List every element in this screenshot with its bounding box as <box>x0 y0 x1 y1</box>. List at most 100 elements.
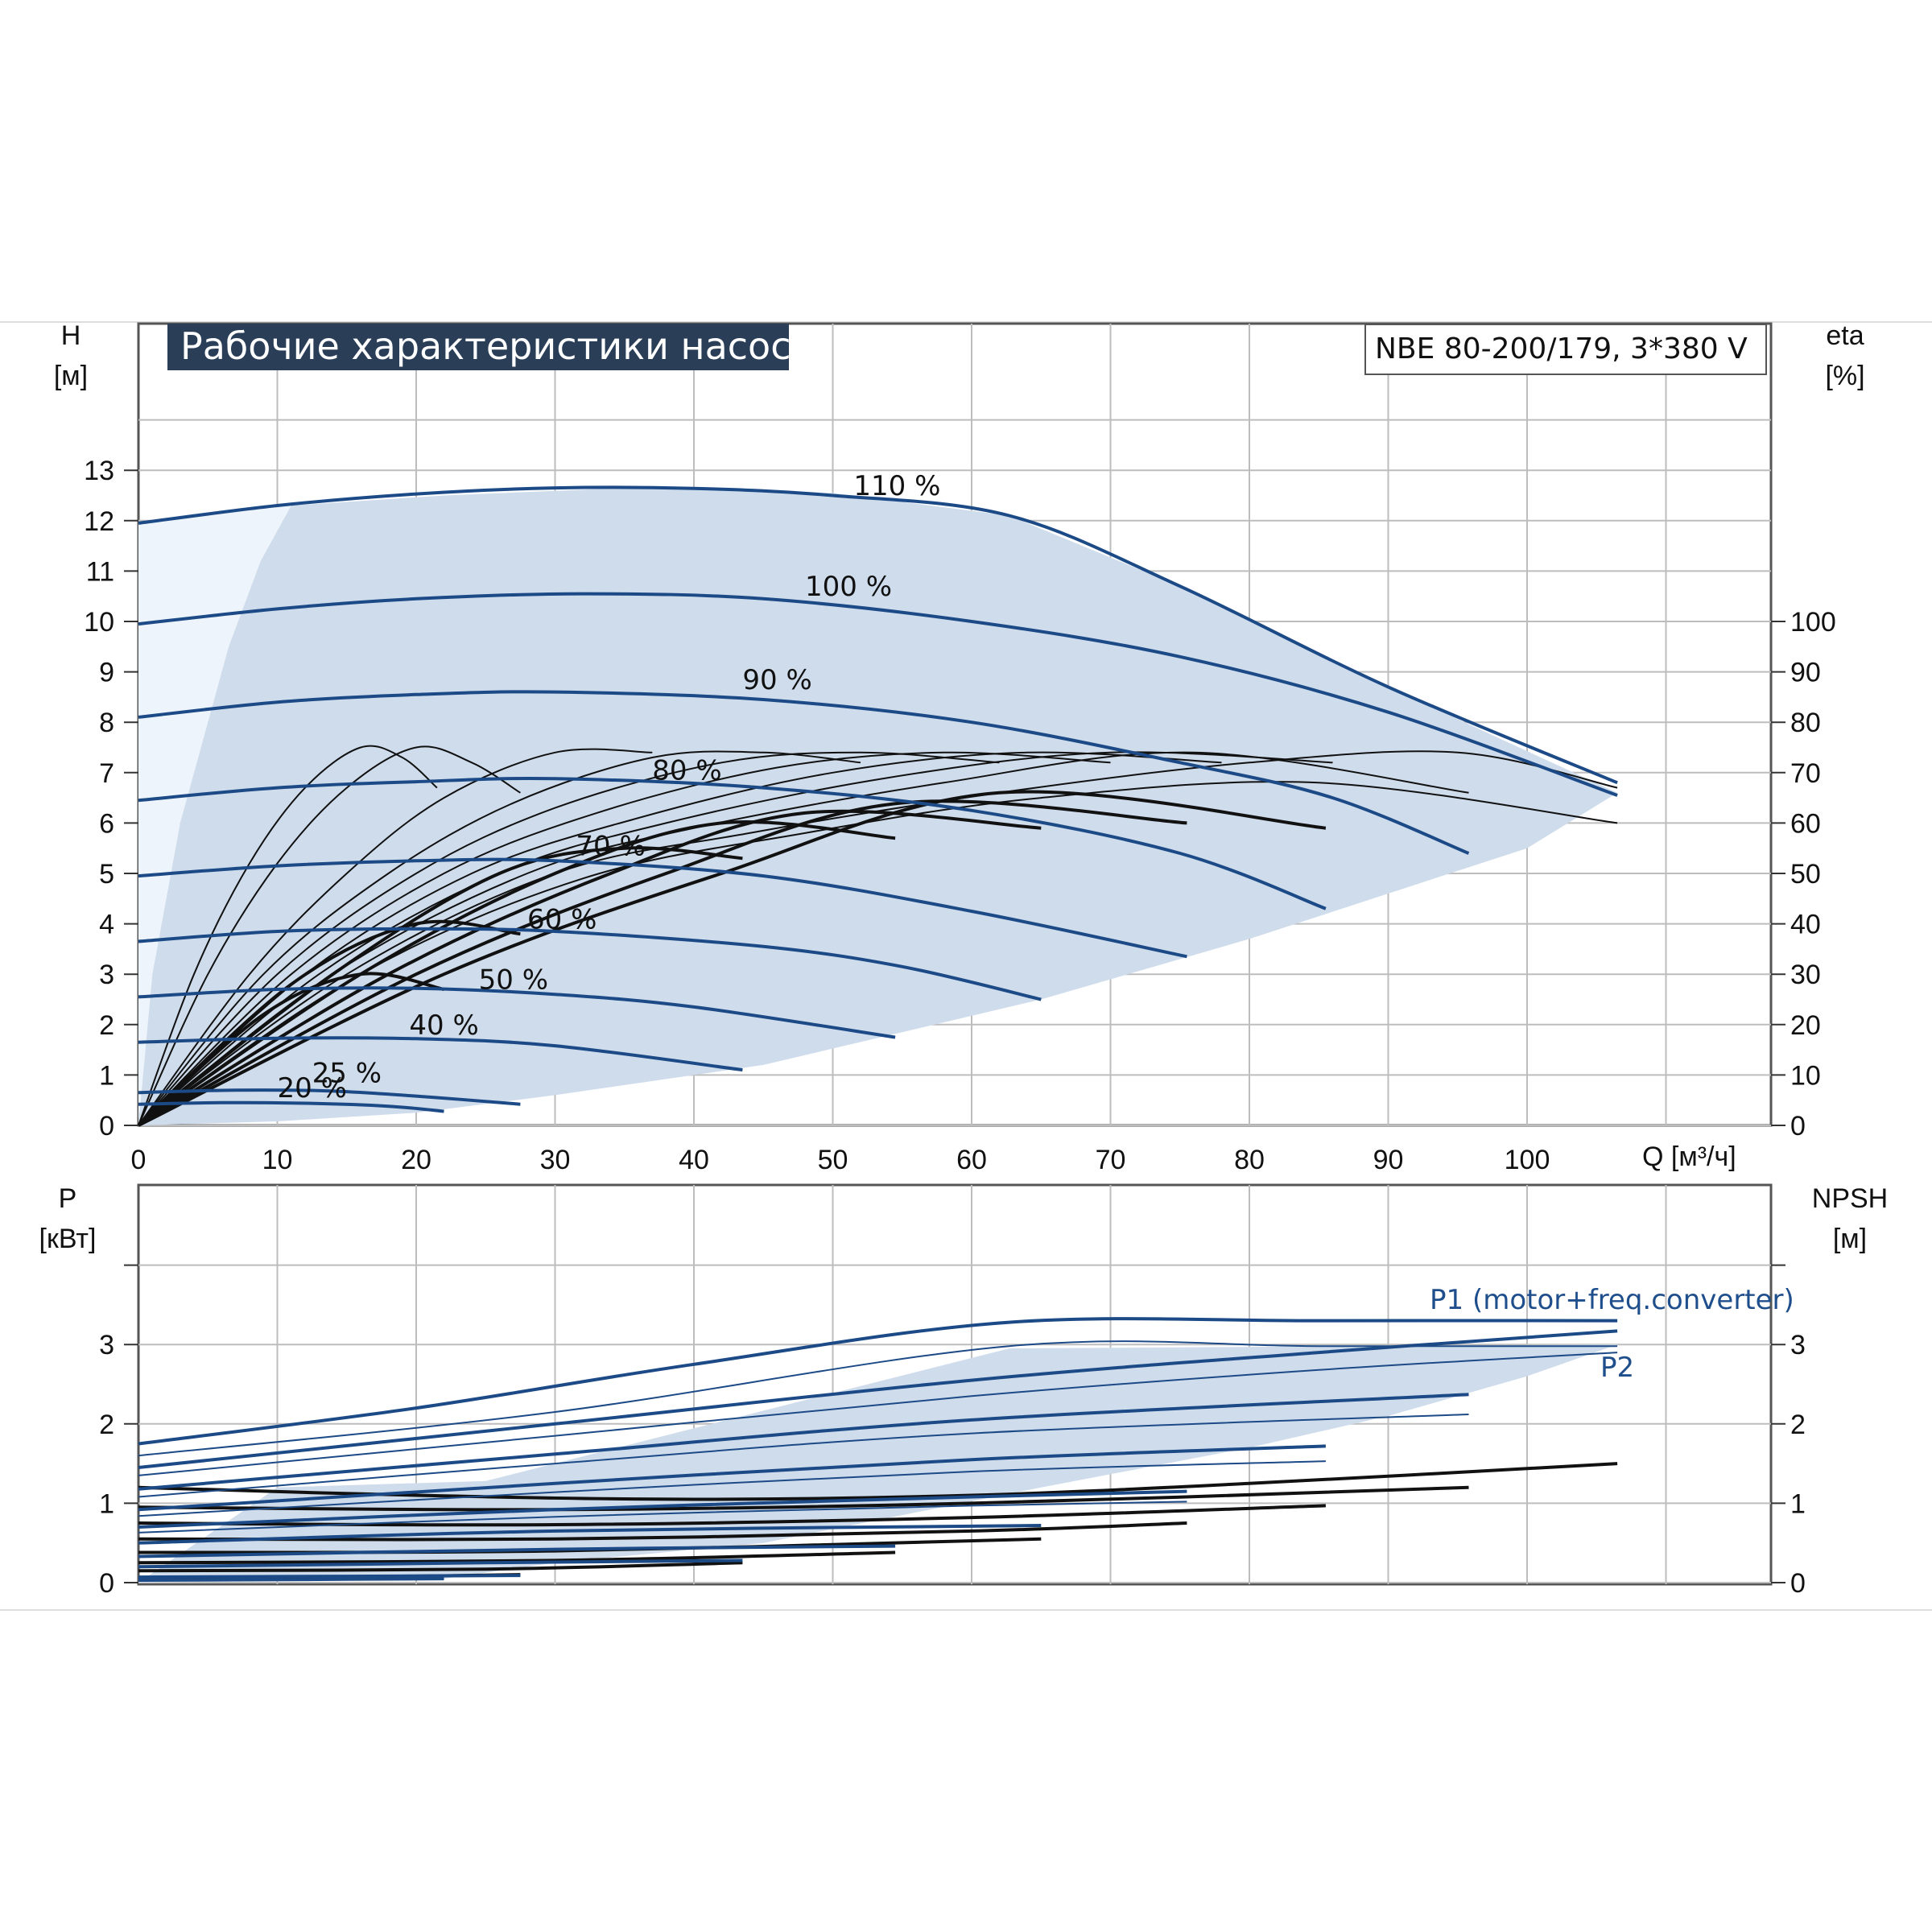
npsh-tick-label: 3 <box>1790 1330 1806 1360</box>
p1-curve <box>138 1558 743 1569</box>
npsh-tick-label: 2 <box>1790 1410 1806 1440</box>
head-y-tick-label: 1 <box>99 1060 114 1091</box>
speed-curve-label: 40 % <box>409 1009 478 1042</box>
eta-axis-unit: [%] <box>1825 361 1864 391</box>
speed-curve <box>138 690 1470 855</box>
x-tick-label: 60 <box>956 1145 987 1175</box>
p1-curves <box>138 1317 1618 1582</box>
efficiency-curve <box>137 972 444 1127</box>
x-axis-label: Q [м³/ч] <box>1642 1141 1736 1172</box>
npsh-curve <box>138 1550 896 1565</box>
head-y-tick-label: 6 <box>99 808 114 839</box>
efficiency-curve <box>138 750 861 1126</box>
eta-tick-label: 90 <box>1790 658 1821 688</box>
p2-curve <box>138 1501 1187 1534</box>
speed-curve-label: 80 % <box>652 755 721 787</box>
npsh-tick-label: 0 <box>1790 1568 1806 1599</box>
head-y-tick-label: 0 <box>99 1111 114 1141</box>
eta-tick-label: 50 <box>1790 859 1821 890</box>
efficiency-curve <box>138 745 438 1126</box>
power-y-axis-ticks: 0 1 2 3 <box>99 1264 138 1599</box>
npsh-tick-label: 1 <box>1790 1488 1806 1519</box>
head-envelope-left-region <box>138 506 291 1125</box>
head-y-tick-label: 11 <box>86 556 114 587</box>
efficiency-curve <box>138 748 653 1126</box>
speed-curve <box>138 927 1042 1001</box>
x-tick-label: 10 <box>262 1145 293 1175</box>
power-chart-panel: 0 1 2 3 0 1 2 3 P [кВт] NPSH [м] P1 (motor+fre… <box>39 1183 1889 1599</box>
power-y-tick-label: 0 <box>99 1568 114 1599</box>
speed-curve <box>138 1088 521 1106</box>
power-axis-symbol: P <box>59 1183 77 1214</box>
speed-curve-label: 70 % <box>576 831 645 863</box>
efficiency-curve <box>138 751 1111 1126</box>
efficiency-curve <box>138 790 1327 1127</box>
x-axis-ticks: 0 10 20 30 40 50 60 70 80 90 100 <box>131 1145 1550 1175</box>
eta-tick-label: 100 <box>1790 607 1836 638</box>
x-tick-label: 70 <box>1096 1145 1126 1175</box>
npsh-curve <box>138 1485 1469 1512</box>
eta-axis-symbol: eta <box>1826 320 1864 351</box>
title-banner <box>167 324 789 370</box>
eta-tick-label: 80 <box>1790 708 1821 738</box>
p2-curve <box>138 1414 1469 1498</box>
efficiency-curve <box>138 799 1187 1127</box>
efficiency-curves <box>137 745 1618 1127</box>
eta-tick-label: 0 <box>1790 1111 1806 1141</box>
eta-tick-label: 40 <box>1790 910 1821 940</box>
speed-curve-label: 110 % <box>853 470 940 502</box>
speed-curve-label: 90 % <box>742 664 811 696</box>
npsh-y-axis-ticks: 0 1 2 3 <box>1771 1264 1806 1599</box>
power-y-tick-label: 1 <box>99 1488 114 1519</box>
head-y-tick-label: 5 <box>99 859 114 890</box>
speed-curve <box>138 1036 743 1072</box>
npsh-axis-unit: [м] <box>1833 1224 1867 1254</box>
chart-title: Рабочие характеристики насоса <box>180 324 814 368</box>
power-y-tick-label: 2 <box>99 1410 114 1440</box>
p1-curve <box>138 1329 1618 1469</box>
p1-curve <box>138 1544 896 1558</box>
p2-curve <box>138 1352 1618 1476</box>
x-tick-label: 20 <box>401 1145 431 1175</box>
head-axis-symbol: H <box>61 320 81 351</box>
head-y-tick-label: 3 <box>99 960 114 990</box>
efficiency-y-axis-ticks: 0 10 20 30 40 50 60 70 80 90 100 <box>1771 607 1836 1141</box>
x-tick-label: 40 <box>679 1145 709 1175</box>
head-y-tick-label: 8 <box>99 708 114 738</box>
p2-curve <box>138 1460 1326 1517</box>
power-y-tick-label: 3 <box>99 1330 114 1360</box>
p1-curve <box>138 1577 444 1582</box>
p1-curve <box>138 1574 521 1579</box>
speed-curve-label: 50 % <box>479 964 548 996</box>
efficiency-curve <box>137 846 743 1127</box>
head-y-tick-label: 4 <box>99 910 114 940</box>
x-tick-label: 0 <box>131 1145 147 1175</box>
speed-curve <box>138 1100 444 1113</box>
efficiency-curve <box>137 809 1042 1127</box>
speed-curve <box>138 777 1327 910</box>
npsh-curve <box>138 1561 743 1573</box>
eta-tick-label: 60 <box>1790 808 1821 839</box>
eta-tick-label: 30 <box>1790 960 1821 990</box>
speed-curve <box>138 857 1187 959</box>
power-axis-unit: [кВт] <box>39 1224 97 1254</box>
head-speed-curves <box>138 485 1618 1113</box>
head-chart-panel: 110 %100 %90 %80 %70 %60 %50 %40 %25 %20… <box>54 320 1865 1175</box>
head-y-tick-label: 10 <box>84 607 114 638</box>
efficiency-curve <box>138 745 521 1126</box>
p1-curve <box>138 1489 1187 1529</box>
eta-tick-label: 20 <box>1790 1010 1821 1041</box>
speed-curve-label: 100 % <box>805 571 892 603</box>
model-box <box>1364 324 1767 375</box>
x-tick-label: 50 <box>818 1145 848 1175</box>
model-label: NBE 80-200/179, 3*380 V <box>1375 332 1748 365</box>
speed-curve <box>138 592 1618 797</box>
p1-label: P1 (motor+freq.converter) <box>1430 1284 1794 1316</box>
speed-curve-labels: 110 % 100 % 90 % 80 % 70 % 60 % 50 %40 % 25 %20… <box>278 470 941 1104</box>
p2-label: P2 <box>1600 1352 1634 1384</box>
p1-curve <box>138 1444 1326 1512</box>
p1-curve <box>138 1524 1042 1545</box>
head-y-tick-label: 12 <box>84 506 114 537</box>
